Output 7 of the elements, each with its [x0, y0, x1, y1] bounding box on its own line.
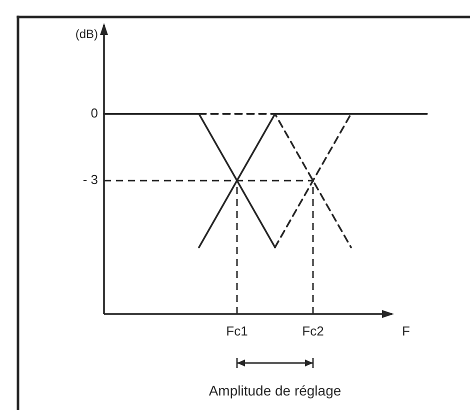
x-tick-label: Fc1: [226, 323, 248, 338]
text: Amplitude de réglage: [208, 382, 342, 399]
y-tick-label: 0: [90, 105, 98, 120]
y-axis-title: (dB): [75, 27, 98, 42]
y-tick-label: - 3: [82, 172, 98, 188]
x-tick-label: Fc2: [302, 323, 324, 338]
x-axis-title: F: [402, 323, 410, 338]
